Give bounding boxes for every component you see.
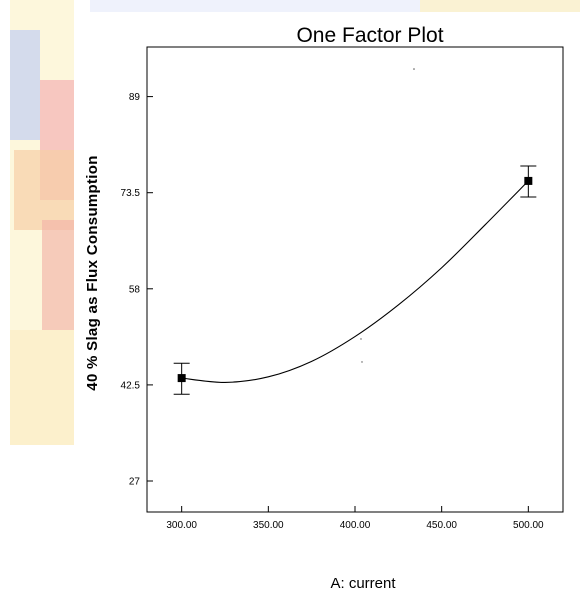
y-axis-title: 40 % Slag as Flux Consumption (84, 155, 101, 390)
chart-title: One Factor Plot (296, 24, 443, 47)
y-axis: 27 42.5 58 73.5 89 (121, 92, 153, 488)
x-tick-label: 350.00 (253, 520, 284, 531)
y-tick-label: 58 (129, 284, 141, 295)
stray-dot (413, 68, 415, 70)
y-tick-label: 89 (129, 92, 141, 103)
plot-area (173, 165, 537, 395)
y-tick-label: 42.5 (121, 380, 141, 391)
stray-dot (361, 361, 363, 363)
y-tick-label: 27 (129, 477, 141, 488)
x-tick-label: 450.00 (426, 520, 457, 531)
y-tick-label: 73.5 (121, 188, 141, 199)
data-point-marker (524, 176, 533, 185)
plot-frame (146, 46, 564, 513)
x-tick-label: 500.00 (513, 520, 544, 531)
stray-dot (360, 338, 362, 340)
x-axis-title: A: current (330, 575, 396, 592)
data-point-marker (177, 374, 186, 383)
x-tick-label: 300.00 (166, 520, 197, 531)
fit-curve (181, 180, 529, 383)
x-axis: 300.00 350.00 400.00 450.00 500.00 (166, 506, 544, 531)
x-tick-label: 400.00 (340, 520, 371, 531)
